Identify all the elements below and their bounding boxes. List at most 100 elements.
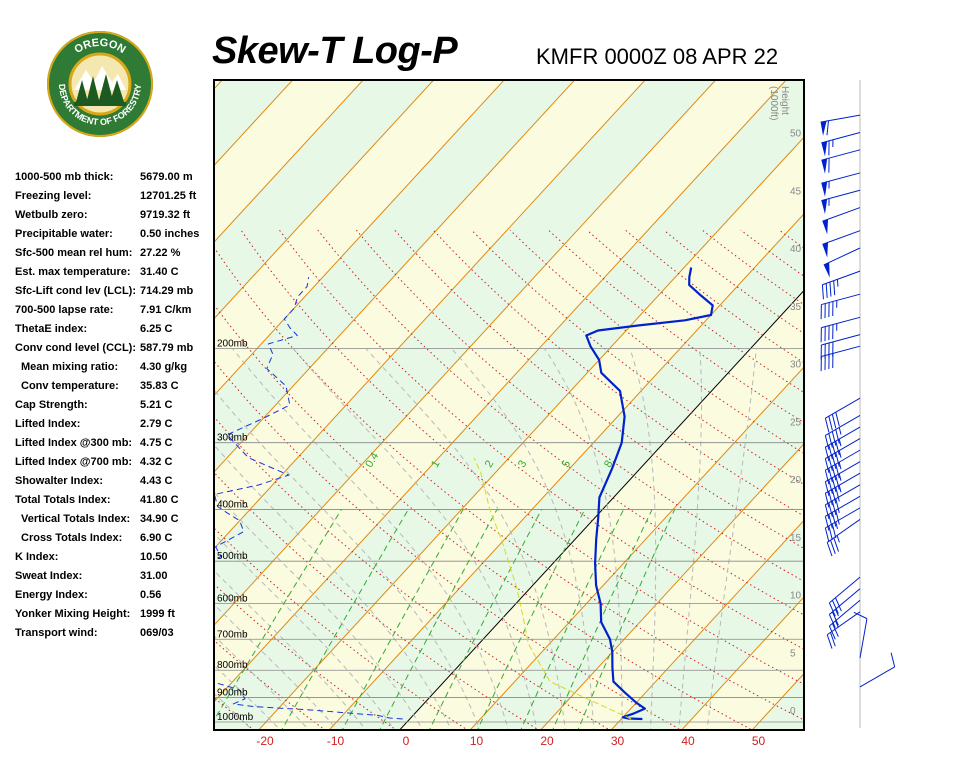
barb-feather [828, 479, 833, 494]
barb-feather [825, 283, 828, 298]
barb-staff [825, 397, 861, 419]
barb-half-feather [838, 462, 842, 470]
index-label: Precipitable water: [15, 228, 113, 240]
barb-feather [826, 542, 833, 557]
barb-feather [826, 120, 829, 136]
index-value: 34.90 C [140, 513, 179, 525]
barb-feather [831, 454, 837, 469]
plot-frame [213, 79, 805, 731]
mixing-ratio-line [476, 509, 586, 730]
index-value: 35.83 C [140, 380, 179, 392]
wind-barb [824, 461, 861, 496]
barb-feather [831, 431, 837, 446]
barb-staff [829, 576, 861, 604]
wind-barb [824, 472, 861, 508]
dry-adiabat [471, 229, 804, 486]
index-label: 1000-500 mb thick: [15, 171, 114, 183]
barb-feather [835, 440, 840, 456]
index-label: Sweat Index: [15, 570, 83, 582]
height-tick-label: 0 [790, 706, 796, 717]
index-value: 12701.25 ft [140, 190, 197, 202]
index-label: K Index: [15, 551, 59, 563]
barb-feather [824, 446, 830, 462]
index-row: Conv temperature: 35.83 C [15, 380, 215, 396]
index-row: Wetbulb zero: 9719.32 ft [15, 209, 215, 225]
barb-half-feather [838, 438, 842, 447]
height-tick-label: 35 [790, 302, 802, 313]
barb-feather [890, 652, 896, 668]
barb-flag [822, 219, 829, 235]
index-row: Cap Strength: 5.21 C [15, 399, 215, 415]
barb-feather [831, 500, 837, 516]
isotherm [0, 78, 153, 732]
index-value: 0.56 [140, 589, 162, 601]
moist-adiabat [629, 348, 657, 730]
barb-feather [824, 516, 830, 531]
moist-adiabat [544, 348, 623, 730]
index-label: Transport wind: [15, 627, 98, 639]
barb-feather [828, 525, 833, 541]
barb-staff [825, 484, 861, 506]
pressure-label: 600mb [217, 593, 248, 604]
barb-feather [853, 611, 868, 620]
index-label: Cap Strength: [15, 399, 88, 411]
wind-barb [824, 438, 861, 473]
index-value: 587.79 mb [140, 342, 194, 354]
index-value: 5.21 C [140, 399, 173, 411]
wind-barb [821, 172, 861, 197]
isotherm-band [214, 80, 223, 89]
mixing-ratio-label: 1 [429, 458, 442, 469]
barb-feather [835, 475, 840, 490]
barb-half-feather [835, 521, 839, 530]
dry-adiabat [214, 246, 804, 721]
pressure-label: 800mb [217, 660, 248, 671]
pressure-label: 1000mb [217, 712, 254, 723]
barb-feather [830, 632, 836, 647]
barb-feather [821, 284, 824, 300]
barb-feather [831, 489, 837, 504]
index-label: Showalter Index: [15, 475, 104, 487]
index-value: 0.50 inches [140, 228, 200, 240]
index-row: ThetaE index: 6.25 C [15, 323, 215, 339]
barb-feather [828, 625, 836, 640]
barb-feather [831, 512, 837, 527]
barb-feather [831, 600, 839, 614]
height-tick-label: 15 [790, 533, 802, 544]
barb-feather [833, 280, 836, 296]
barb-feather [828, 444, 833, 460]
wind-barb [828, 588, 861, 628]
temperature-tick-label: 0 [403, 734, 410, 748]
height-tick-label: 40 [790, 244, 802, 255]
dry-adiabat [214, 583, 398, 730]
barb-flag [820, 121, 827, 136]
mixing-ratio-line [520, 509, 625, 730]
barb-feather [830, 539, 836, 554]
isotherm [214, 80, 435, 320]
isotherm-band [0, 78, 83, 732]
pressure-label: 400mb [217, 499, 248, 510]
temperature-trace [585, 267, 714, 721]
index-row: Est. max temperature: 31.40 C [15, 266, 215, 282]
index-label: 700-500 lapse rate: [15, 304, 114, 316]
index-row: Transport wind: 069/03 [15, 627, 215, 643]
mixing-ratio-label: 2 [483, 458, 496, 469]
wind-barb [826, 611, 861, 649]
barb-feather [828, 456, 833, 471]
index-label: Vertical Totals Index: [21, 513, 131, 525]
pressure-label: 700mb [217, 629, 248, 640]
barb-staff [820, 114, 861, 123]
index-row: Conv cond level (CCL): 587.79 mb [15, 342, 215, 358]
isotherm [680, 596, 804, 730]
index-value: 4.30 g/kg [140, 361, 188, 373]
wind-barb [820, 293, 861, 320]
barb-feather [831, 414, 837, 429]
chart-title: Skew-T Log-P [212, 30, 458, 72]
isotherm-band [214, 80, 804, 730]
height-tick-label: 25 [790, 417, 802, 428]
wind-barb [828, 576, 861, 617]
barb-staff [821, 293, 861, 306]
index-value: 4.75 C [140, 437, 173, 449]
wind-barb [820, 345, 861, 372]
temperature-tick-label: 40 [681, 734, 695, 748]
